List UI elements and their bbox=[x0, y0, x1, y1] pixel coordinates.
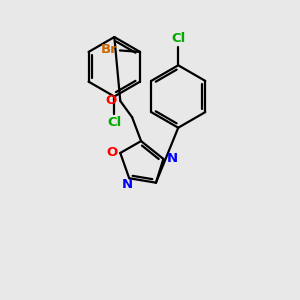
Text: N: N bbox=[167, 152, 178, 165]
Text: N: N bbox=[122, 178, 133, 191]
Text: Br: Br bbox=[101, 43, 118, 56]
Text: Cl: Cl bbox=[107, 116, 122, 129]
Text: Cl: Cl bbox=[171, 32, 185, 45]
Text: O: O bbox=[106, 94, 117, 107]
Text: O: O bbox=[106, 146, 118, 159]
